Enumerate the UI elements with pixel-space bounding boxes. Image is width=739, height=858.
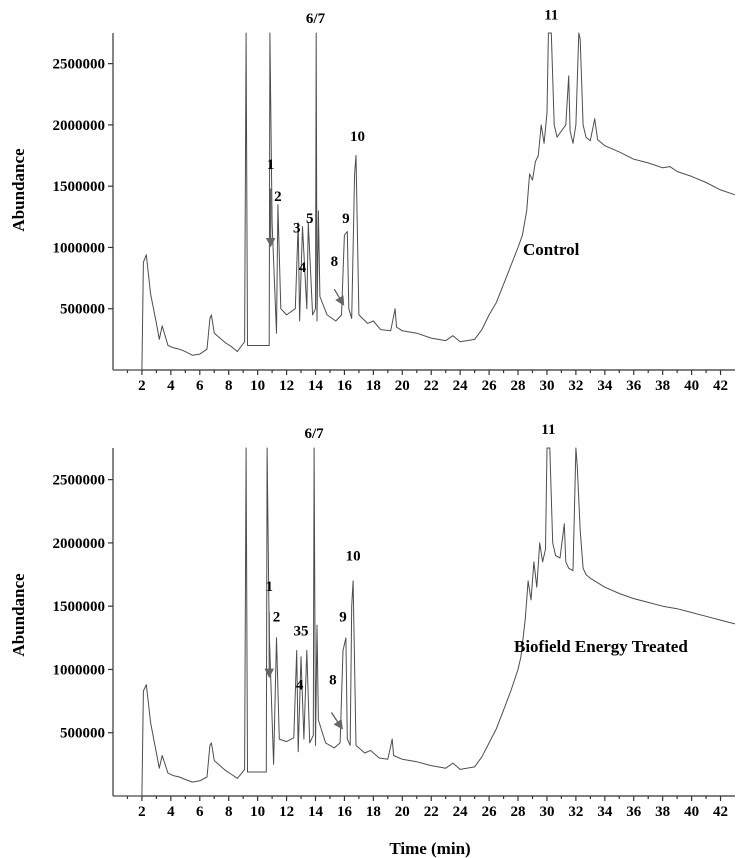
y-tick-label: 2000000	[53, 536, 106, 552]
x-tick-label: 32	[568, 804, 583, 820]
chromatogram-trace	[113, 447, 736, 797]
x-tick-label: 10	[250, 378, 265, 394]
x-tick-label: 18	[366, 804, 381, 820]
peak-label: 8	[329, 673, 337, 689]
x-tick-label: 40	[684, 378, 699, 394]
y-axis-label: Abundance	[9, 148, 28, 232]
peak-label: 2	[274, 189, 282, 205]
x-tick-label: 18	[366, 378, 381, 394]
x-tick-label: 6	[196, 378, 204, 394]
sample-label: Control	[523, 240, 580, 259]
x-tick-label: 38	[655, 378, 670, 394]
peak-label: 6/7	[306, 11, 326, 27]
y-tick-label: 1000000	[53, 240, 106, 256]
peak-arrow	[333, 288, 345, 306]
x-tick-label: 22	[424, 378, 439, 394]
x-tick-label: 26	[482, 804, 498, 820]
x-tick-label: 32	[568, 378, 583, 394]
x-tick-label: 26	[482, 378, 498, 394]
treated-chromatogram-panel: 2 4 6 8 10 12 14 16 18 20 22 24 26 28 30 32 34 36 38 40 4250…	[9, 422, 736, 820]
x-tick-label: 8	[225, 378, 233, 394]
x-tick-label: 22	[424, 804, 439, 820]
x-tick-label: 42	[713, 804, 728, 820]
x-tick-label: 24	[453, 378, 469, 394]
peak-label: 1	[265, 579, 273, 595]
x-tick-label: 34	[597, 804, 613, 820]
peak-label: 1	[267, 157, 275, 173]
x-tick-label: 24	[453, 804, 469, 820]
peak-label: 10	[350, 129, 365, 145]
x-tick-label: 8	[225, 804, 233, 820]
x-tick-label: 36	[626, 804, 642, 820]
peak-label: 9	[339, 609, 347, 625]
y-tick-label: 500000	[60, 726, 105, 742]
x-tick-label: 14	[308, 378, 324, 394]
x-tick-label: 38	[655, 804, 670, 820]
y-tick-label: 2500000	[53, 473, 106, 489]
x-tick-label: 30	[539, 804, 554, 820]
x-tick-label: 20	[395, 804, 410, 820]
peak-label: 4	[296, 678, 304, 694]
x-tick-label: 16	[337, 378, 353, 394]
x-tick-label: 20	[395, 378, 410, 394]
peak-label: 6/7	[304, 426, 324, 442]
peak-label: 8	[331, 254, 339, 270]
y-tick-label: 500000	[60, 302, 105, 318]
peak-label: 35	[294, 623, 309, 639]
x-tick-label: 30	[539, 378, 554, 394]
x-tick-label: 36	[626, 378, 642, 394]
peak-label: 3	[293, 221, 301, 237]
x-tick-label: 12	[279, 378, 294, 394]
peak-label: 11	[541, 422, 555, 438]
x-tick-label: 4	[167, 378, 175, 394]
x-tick-label: 40	[684, 804, 699, 820]
x-axis-label: Time (min)	[389, 839, 470, 858]
peak-label: 5	[306, 211, 314, 227]
peak-label: 9	[342, 211, 350, 227]
peak-label: 2	[273, 609, 281, 625]
y-tick-label: 1500000	[53, 599, 106, 615]
x-tick-label: 2	[138, 378, 146, 394]
peak-arrow	[330, 712, 343, 730]
sample-label: Biofield Energy Treated	[514, 637, 688, 656]
y-tick-label: 2500000	[53, 57, 106, 73]
x-tick-label: 14	[308, 804, 324, 820]
x-tick-label: 28	[511, 804, 526, 820]
y-tick-label: 1000000	[53, 662, 106, 678]
x-tick-label: 42	[713, 378, 728, 394]
x-tick-label: 2	[138, 804, 146, 820]
y-tick-label: 2000000	[53, 118, 106, 134]
y-tick-label: 1500000	[53, 179, 106, 195]
peak-label: 11	[544, 8, 558, 24]
chromatogram-trace	[113, 32, 736, 371]
x-tick-label: 28	[511, 378, 526, 394]
peak-label: 4	[299, 260, 307, 276]
y-axis-label: Abundance	[9, 573, 28, 657]
x-tick-label: 12	[279, 804, 294, 820]
x-tick-label: 34	[597, 378, 613, 394]
peak-label: 10	[346, 549, 361, 565]
control-chromatogram-panel: 2 4 6 8 10 12 14 16 18 20 22 24 26 28 30 32 34 36 38 40 4250…	[9, 8, 736, 394]
x-tick-label: 4	[167, 804, 175, 820]
x-tick-label: 16	[337, 804, 353, 820]
x-tick-label: 10	[250, 804, 265, 820]
x-tick-label: 6	[196, 804, 204, 820]
